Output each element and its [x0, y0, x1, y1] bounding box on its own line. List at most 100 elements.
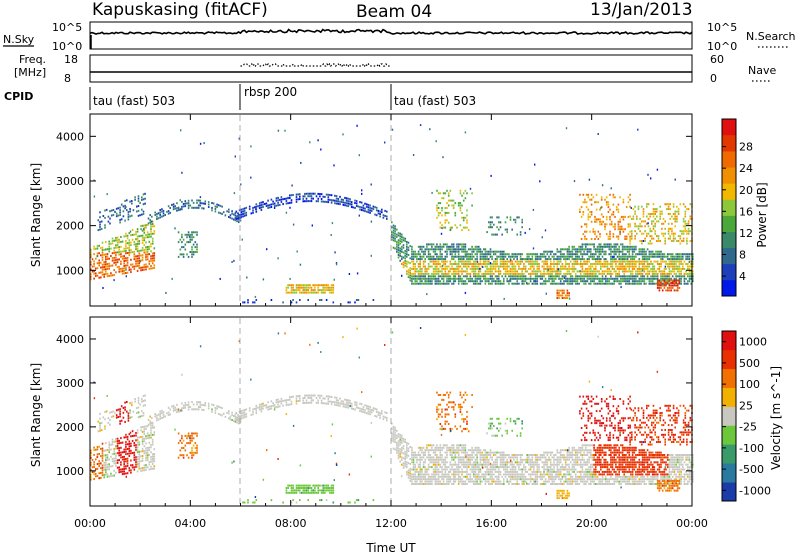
power-echo-cell: [402, 256, 405, 259]
power-echo-cell: [642, 215, 645, 218]
velocity-echo-cell: [151, 421, 154, 424]
power-echo-cell: [558, 275, 560, 278]
power-echo-cell: [536, 253, 539, 256]
velocity-echo-cell: [159, 410, 161, 413]
power-echo-cell: [629, 205, 631, 208]
power-echo-cell: [566, 253, 569, 256]
velocity-echo-cell: [153, 426, 156, 429]
power-echo-cell: [633, 267, 636, 270]
power-echo-cell: [514, 267, 517, 270]
power-echo-cell: [554, 253, 557, 256]
power-echo-cell: [585, 280, 587, 283]
velocity-echo-cell: [365, 404, 368, 407]
power-echo-cell: [120, 253, 122, 256]
power-echo-cell: [416, 270, 418, 273]
power-noise-cell: [139, 260, 141, 263]
power-echo-cell: [476, 263, 478, 265]
power-noise-cell: [642, 240, 645, 242]
power-echo-cell: [498, 277, 500, 280]
power-noise-cell: [106, 193, 108, 196]
power-echo-cell: [243, 301, 246, 304]
velocity-echo-cell: [295, 397, 298, 400]
power-echo-cell: [252, 211, 254, 214]
velocity-echo-cell: [414, 456, 416, 459]
power-echo-cell: [600, 196, 603, 199]
power-echo-cell: [523, 277, 525, 280]
velocity-echo-cell: [285, 404, 288, 407]
velocity-echo-cell: [112, 415, 115, 418]
power-echo-cell: [442, 263, 445, 265]
velocity-echo-cell: [307, 499, 309, 502]
power-echo-cell: [682, 255, 684, 258]
power-echo-cell: [202, 207, 205, 210]
velocity-echo-cell: [174, 406, 176, 409]
power-echo-cell: [646, 248, 649, 251]
power-echo-cell: [633, 248, 636, 251]
power-echo-cell: [307, 200, 309, 203]
power-echo-cell: [444, 265, 447, 268]
velocity-echo-cell: [234, 418, 237, 421]
velocity-echo-cell: [248, 407, 251, 410]
power-echo-cell: [365, 210, 368, 213]
velocity-echo-cell: [253, 407, 256, 410]
power-echo-cell: [590, 255, 592, 258]
velocity-echo-cell: [103, 473, 105, 476]
power-echo-cell: [243, 214, 246, 217]
power-echo-cell: [315, 284, 318, 287]
velocity-echo-cell: [355, 499, 358, 502]
power-echo-cell: [672, 237, 675, 240]
velocity-echo-cell: [305, 399, 308, 402]
velocity-echo-cell: [108, 475, 110, 478]
power-echo-cell: [314, 289, 316, 292]
velocity-echo-cell: [121, 473, 124, 476]
power-echo-cell: [585, 260, 587, 263]
power-echo-cell: [506, 277, 508, 280]
power-echo-cell: [120, 240, 122, 243]
power-echo-cell: [692, 280, 694, 283]
power-echo-cell: [456, 250, 458, 253]
power-noise-cell: [246, 276, 248, 279]
power-echo-cell: [631, 277, 634, 280]
power-echo-cell: [603, 253, 605, 256]
power-echo-cell: [590, 272, 592, 275]
power-echo-cell: [342, 201, 345, 204]
power-noise-cell: [348, 273, 351, 275]
velocity-echo-cell: [125, 445, 127, 448]
velocity-echo-cell: [391, 432, 393, 435]
power-ylabel: Slant Range [km]: [29, 163, 43, 267]
velocity-echo-cell: [192, 403, 195, 406]
power-echo-cell: [661, 289, 664, 292]
power-echo-cell: [629, 240, 631, 242]
power-echo-cell: [605, 245, 607, 248]
velocity-echo-cell: [221, 414, 223, 417]
power-echo-cell: [671, 279, 674, 282]
power-echo-cell: [660, 250, 662, 253]
power-echo-cell: [279, 203, 281, 206]
power-echo-cell: [212, 202, 215, 205]
power-echo-cell: [671, 286, 674, 289]
power-echo-cell: [459, 248, 462, 251]
power-echo-cell: [581, 255, 584, 258]
velocity-echo-cell: [125, 436, 127, 439]
power-echo-cell: [429, 265, 432, 268]
power-echo-cell: [646, 267, 649, 270]
velocity-echo-cell: [334, 403, 336, 406]
power-echo-cell: [404, 257, 406, 260]
power-echo-cell: [309, 192, 311, 195]
power-echo-cell: [229, 216, 232, 219]
power-echo-cell: [426, 267, 428, 270]
power-noise-cell: [180, 207, 182, 210]
power-echo-cell: [690, 275, 692, 278]
power-echo-cell: [444, 221, 447, 224]
power-echo-cell: [141, 234, 144, 237]
power-echo-cell: [364, 210, 366, 213]
power-echo-cell: [628, 280, 631, 283]
power-echo-cell: [503, 260, 505, 263]
power-echo-cell: [513, 265, 515, 268]
velocity-echo-cell: [255, 499, 258, 502]
power-echo-cell: [641, 255, 644, 258]
power-echo-cell: [622, 218, 625, 221]
power-echo-cell: [446, 272, 448, 275]
power-noise-cell: [342, 133, 344, 136]
power-echo-cell: [493, 277, 495, 280]
